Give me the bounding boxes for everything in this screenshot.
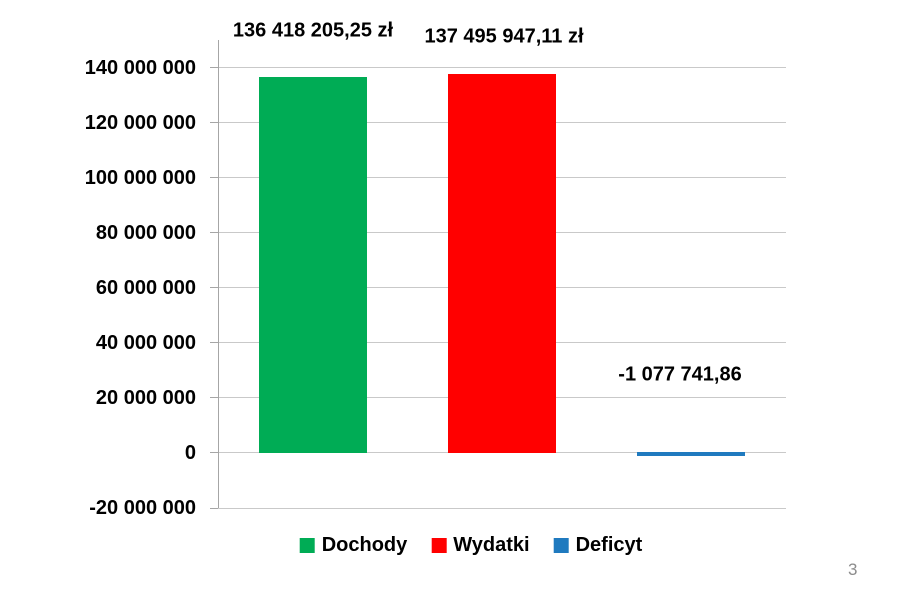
y-axis-tick bbox=[210, 122, 218, 124]
bar-data-label: -1 077 741,86 bbox=[618, 363, 742, 386]
y-axis-tick bbox=[210, 232, 218, 234]
bar-dochody bbox=[258, 77, 367, 454]
chart-legend: Dochody Wydatki Deficyt bbox=[299, 534, 643, 557]
y-axis-tick bbox=[210, 452, 218, 454]
page-number: 3 bbox=[848, 560, 858, 579]
y-axis-tick bbox=[210, 397, 218, 399]
y-axis-tick-label: 140 000 000 bbox=[84, 56, 196, 79]
bar-data-label: 136 418 205,25 zł bbox=[232, 19, 394, 42]
y-axis-tick-label: 80 000 000 bbox=[95, 221, 196, 244]
legend-swatch-icon bbox=[553, 538, 569, 553]
y-axis-tick-label: 40 000 000 bbox=[95, 331, 196, 354]
legend-label: Dochody bbox=[321, 534, 408, 556]
legend-item-dochody: Dochody bbox=[299, 534, 408, 557]
y-axis-tick bbox=[210, 177, 218, 179]
y-axis-tick bbox=[210, 67, 218, 69]
gridline bbox=[218, 67, 786, 69]
legend-item-wydatki: Wydatki bbox=[431, 534, 530, 557]
y-axis-tick bbox=[210, 287, 218, 289]
y-axis-tick-label: 20 000 000 bbox=[95, 386, 196, 409]
bar-deficyt bbox=[637, 451, 746, 456]
y-axis-line bbox=[218, 40, 219, 508]
bar-wydatki bbox=[448, 74, 556, 454]
legend-label: Wydatki bbox=[453, 534, 530, 556]
legend-label: Deficyt bbox=[575, 534, 643, 556]
y-axis-tick-label: 120 000 000 bbox=[84, 111, 196, 134]
legend-swatch-icon bbox=[431, 538, 447, 553]
bar-data-label: 137 495 947,11 zł bbox=[424, 25, 584, 48]
y-axis-tick-label: 60 000 000 bbox=[95, 276, 196, 299]
gridline bbox=[218, 507, 786, 509]
legend-swatch-icon bbox=[299, 538, 315, 553]
y-axis-tick bbox=[210, 342, 218, 344]
legend-item-deficyt: Deficyt bbox=[553, 534, 643, 557]
y-axis-tick-label: -20 000 000 bbox=[89, 497, 196, 519]
y-axis-tick-label: 0 bbox=[184, 441, 196, 464]
y-axis-tick-label: 100 000 000 bbox=[84, 166, 196, 189]
y-axis-tick bbox=[210, 507, 218, 509]
